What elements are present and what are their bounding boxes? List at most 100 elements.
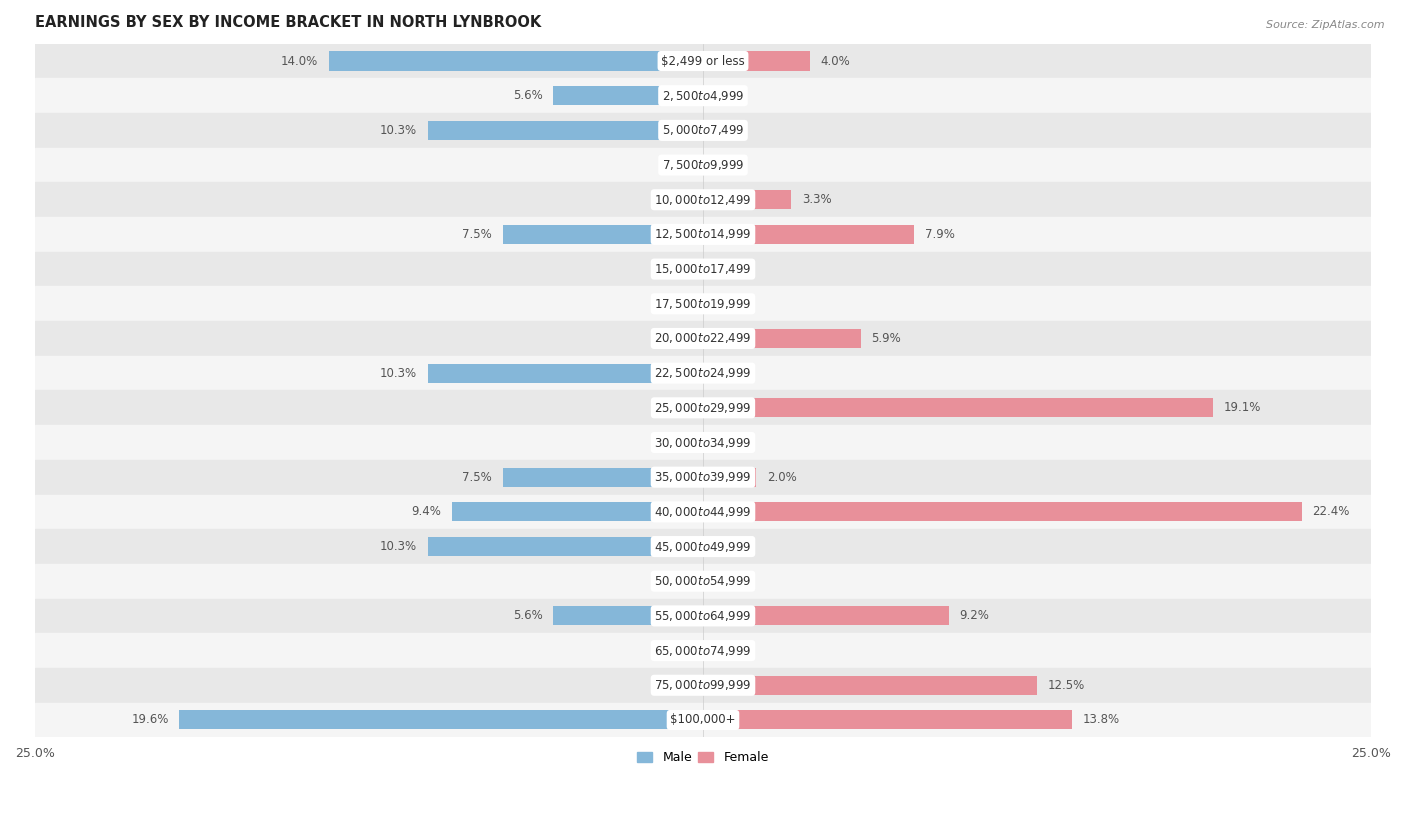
Text: $35,000 to $39,999: $35,000 to $39,999 bbox=[654, 470, 752, 485]
Text: 5.6%: 5.6% bbox=[513, 89, 543, 102]
Bar bbox=[35, 356, 1371, 390]
Text: $7,500 to $9,999: $7,500 to $9,999 bbox=[662, 158, 744, 172]
Bar bbox=[502, 225, 703, 244]
Bar bbox=[427, 363, 703, 383]
Text: 0.0%: 0.0% bbox=[717, 436, 747, 449]
Bar bbox=[703, 606, 949, 625]
Text: 0.0%: 0.0% bbox=[659, 263, 689, 276]
Text: 0.0%: 0.0% bbox=[659, 402, 689, 415]
Text: 0.0%: 0.0% bbox=[717, 540, 747, 553]
Bar bbox=[35, 78, 1371, 113]
Text: 0.0%: 0.0% bbox=[659, 298, 689, 311]
Text: $12,500 to $14,999: $12,500 to $14,999 bbox=[654, 228, 752, 241]
Bar bbox=[451, 502, 703, 521]
Text: $22,500 to $24,999: $22,500 to $24,999 bbox=[654, 366, 752, 380]
Bar bbox=[35, 425, 1371, 460]
Bar bbox=[35, 148, 1371, 182]
Text: 2.0%: 2.0% bbox=[768, 471, 797, 484]
Text: 0.0%: 0.0% bbox=[659, 644, 689, 657]
Text: 7.9%: 7.9% bbox=[925, 228, 955, 241]
Text: $2,499 or less: $2,499 or less bbox=[661, 54, 745, 67]
Bar bbox=[35, 564, 1371, 598]
Text: $10,000 to $12,499: $10,000 to $12,499 bbox=[654, 193, 752, 207]
Text: 0.0%: 0.0% bbox=[659, 193, 689, 207]
Text: 13.8%: 13.8% bbox=[1083, 714, 1119, 727]
Bar bbox=[703, 502, 1302, 521]
Bar bbox=[35, 113, 1371, 148]
Bar bbox=[35, 252, 1371, 286]
Text: 0.0%: 0.0% bbox=[659, 679, 689, 692]
Bar bbox=[703, 398, 1213, 417]
Text: 5.9%: 5.9% bbox=[872, 332, 901, 345]
Text: $25,000 to $29,999: $25,000 to $29,999 bbox=[654, 401, 752, 415]
Bar bbox=[703, 467, 756, 487]
Text: 3.3%: 3.3% bbox=[801, 193, 831, 207]
Bar bbox=[554, 606, 703, 625]
Bar bbox=[703, 711, 1071, 729]
Text: $65,000 to $74,999: $65,000 to $74,999 bbox=[654, 644, 752, 658]
Bar bbox=[35, 598, 1371, 633]
Text: $30,000 to $34,999: $30,000 to $34,999 bbox=[654, 436, 752, 450]
Text: $2,500 to $4,999: $2,500 to $4,999 bbox=[662, 89, 744, 102]
Text: 0.0%: 0.0% bbox=[717, 644, 747, 657]
Bar bbox=[35, 529, 1371, 564]
Text: $100,000+: $100,000+ bbox=[671, 714, 735, 727]
Text: 10.3%: 10.3% bbox=[380, 540, 418, 553]
Bar bbox=[427, 121, 703, 140]
Text: $5,000 to $7,499: $5,000 to $7,499 bbox=[662, 124, 744, 137]
Text: 14.0%: 14.0% bbox=[281, 54, 318, 67]
Text: 10.3%: 10.3% bbox=[380, 124, 418, 137]
Bar bbox=[703, 329, 860, 348]
Text: $40,000 to $44,999: $40,000 to $44,999 bbox=[654, 505, 752, 519]
Text: 22.4%: 22.4% bbox=[1312, 506, 1350, 519]
Bar bbox=[35, 460, 1371, 494]
Text: $15,000 to $17,499: $15,000 to $17,499 bbox=[654, 262, 752, 276]
Bar bbox=[35, 702, 1371, 737]
Text: $50,000 to $54,999: $50,000 to $54,999 bbox=[654, 574, 752, 589]
Text: 9.4%: 9.4% bbox=[411, 506, 441, 519]
Text: 0.0%: 0.0% bbox=[717, 575, 747, 588]
Text: 0.0%: 0.0% bbox=[717, 367, 747, 380]
Bar bbox=[35, 321, 1371, 356]
Text: 7.5%: 7.5% bbox=[463, 471, 492, 484]
Text: 0.0%: 0.0% bbox=[659, 436, 689, 449]
Bar bbox=[179, 711, 703, 729]
Bar bbox=[35, 286, 1371, 321]
Text: 10.3%: 10.3% bbox=[380, 367, 418, 380]
Text: Source: ZipAtlas.com: Source: ZipAtlas.com bbox=[1267, 20, 1385, 30]
Bar bbox=[329, 51, 703, 71]
Bar bbox=[502, 467, 703, 487]
Text: 4.0%: 4.0% bbox=[821, 54, 851, 67]
Bar bbox=[35, 668, 1371, 702]
Text: 19.6%: 19.6% bbox=[131, 714, 169, 727]
Text: 9.2%: 9.2% bbox=[959, 610, 990, 623]
Bar bbox=[35, 217, 1371, 252]
Text: 0.0%: 0.0% bbox=[659, 332, 689, 345]
Bar bbox=[703, 676, 1038, 695]
Text: 19.1%: 19.1% bbox=[1225, 402, 1261, 415]
Text: $75,000 to $99,999: $75,000 to $99,999 bbox=[654, 678, 752, 693]
Text: 0.0%: 0.0% bbox=[717, 263, 747, 276]
Text: 7.5%: 7.5% bbox=[463, 228, 492, 241]
Legend: Male, Female: Male, Female bbox=[633, 746, 773, 769]
Bar bbox=[427, 537, 703, 556]
Bar bbox=[554, 86, 703, 105]
Text: 12.5%: 12.5% bbox=[1047, 679, 1085, 692]
Bar bbox=[703, 225, 914, 244]
Text: 0.0%: 0.0% bbox=[717, 298, 747, 311]
Bar bbox=[35, 390, 1371, 425]
Text: $45,000 to $49,999: $45,000 to $49,999 bbox=[654, 540, 752, 554]
Text: EARNINGS BY SEX BY INCOME BRACKET IN NORTH LYNBROOK: EARNINGS BY SEX BY INCOME BRACKET IN NOR… bbox=[35, 15, 541, 30]
Bar bbox=[35, 633, 1371, 668]
Text: 5.6%: 5.6% bbox=[513, 610, 543, 623]
Text: 0.0%: 0.0% bbox=[659, 159, 689, 172]
Text: 0.0%: 0.0% bbox=[717, 89, 747, 102]
Bar bbox=[703, 190, 792, 209]
Text: 0.0%: 0.0% bbox=[717, 124, 747, 137]
Text: 0.0%: 0.0% bbox=[659, 575, 689, 588]
Bar bbox=[35, 44, 1371, 78]
Bar bbox=[35, 182, 1371, 217]
Text: $17,500 to $19,999: $17,500 to $19,999 bbox=[654, 297, 752, 311]
Bar bbox=[35, 494, 1371, 529]
Bar bbox=[703, 51, 810, 71]
